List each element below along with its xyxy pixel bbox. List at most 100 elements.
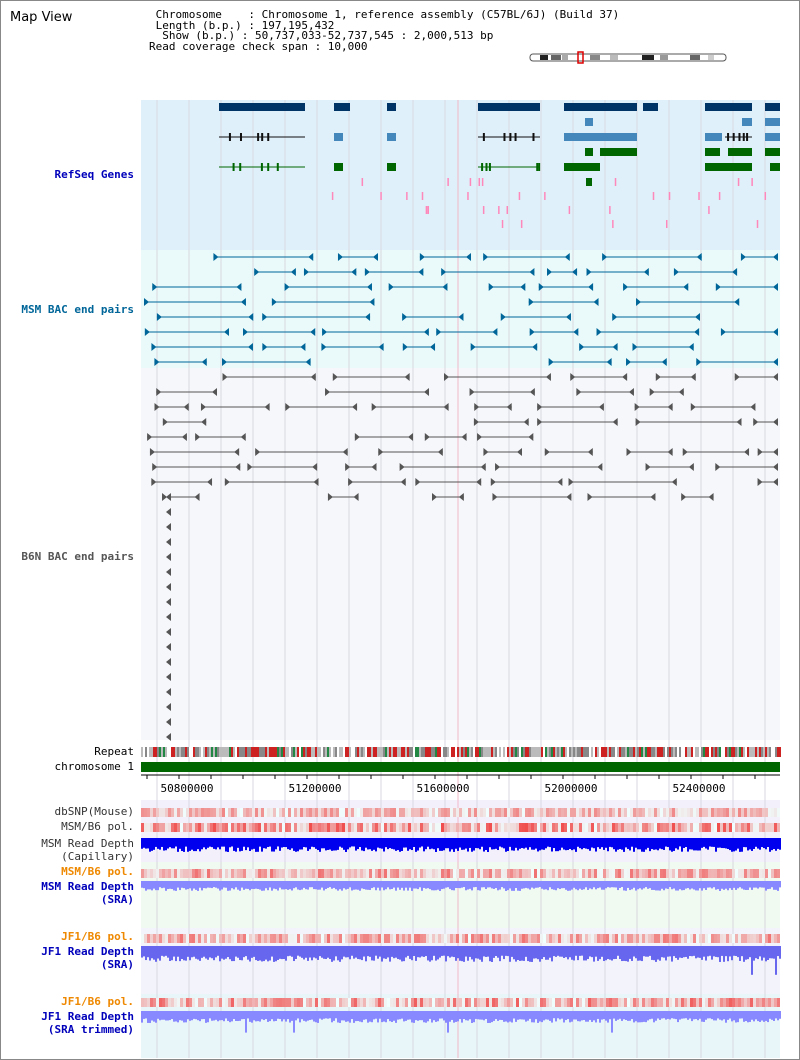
read-depth-bar xyxy=(753,1011,755,1022)
polymorphism-cell xyxy=(174,998,177,1007)
polymorphism-cell xyxy=(423,934,426,943)
polymorphism-cell xyxy=(519,934,522,943)
polymorphism-cell xyxy=(480,934,483,943)
repeat-element xyxy=(745,747,747,757)
polymorphism-cell xyxy=(384,869,387,878)
gene-exon xyxy=(738,133,741,141)
polymorphism-cell xyxy=(477,934,480,943)
polymorphism-cell xyxy=(600,998,603,1007)
pseudogene-mark xyxy=(756,220,759,228)
msm-bac-pair-end xyxy=(643,268,649,276)
read-depth-bar xyxy=(145,881,147,891)
polymorphism-cell xyxy=(732,998,735,1007)
polymorphism-cell xyxy=(144,998,147,1007)
polymorphism-cell xyxy=(276,998,279,1007)
repeat-element xyxy=(515,747,517,757)
read-depth-bar xyxy=(343,1011,345,1021)
gene-block xyxy=(219,103,305,111)
polymorphism-cell xyxy=(777,823,780,832)
read-depth-bar xyxy=(763,881,765,888)
b6n-bac-pair-end xyxy=(371,403,377,411)
polymorphism-cell xyxy=(510,998,513,1007)
read-depth-bar xyxy=(661,881,663,889)
read-depth-bar xyxy=(595,881,597,890)
repeat-element xyxy=(387,747,389,757)
read-depth-bar xyxy=(183,1011,185,1023)
read-depth-bar xyxy=(699,838,701,851)
polymorphism-cell xyxy=(621,934,624,943)
repeat-element xyxy=(275,747,277,757)
msm-bac-pair-end xyxy=(538,283,544,291)
read-depth-bar xyxy=(443,946,445,956)
polymorphism-cell xyxy=(456,823,459,832)
read-depth-bar xyxy=(443,1011,445,1021)
polymorphism-cell xyxy=(654,823,657,832)
polymorphism-cell xyxy=(465,998,468,1007)
pseudogene-mark xyxy=(518,192,521,200)
polymorphism-cell xyxy=(306,998,309,1007)
read-depth-bar xyxy=(411,881,413,891)
read-depth-bar xyxy=(435,946,437,961)
msm-bac-pair-end xyxy=(696,358,702,366)
polymorphism-cell xyxy=(660,823,663,832)
pseudogene-mark xyxy=(708,206,710,214)
read-depth-bar xyxy=(223,838,225,847)
polymorphism-cell xyxy=(705,934,708,943)
read-depth-bar xyxy=(149,1011,151,1023)
repeat-element xyxy=(775,747,777,757)
read-depth-bar xyxy=(205,881,207,889)
read-depth-bar xyxy=(423,946,425,957)
repeat-element xyxy=(361,747,363,757)
read-depth-bar xyxy=(613,838,615,850)
polymorphism-cell xyxy=(264,823,267,832)
msm-bac-pair-end xyxy=(606,358,612,366)
polymorphism-cell xyxy=(477,998,480,1007)
polymorphism-cell xyxy=(672,808,675,817)
polymorphism-cell xyxy=(339,808,342,817)
polymorphism-cell xyxy=(399,823,402,832)
polymorphism-cell xyxy=(762,808,765,817)
read-depth-bar xyxy=(755,881,757,888)
polymorphism-cell xyxy=(180,934,183,943)
repeat-element xyxy=(561,747,563,757)
read-depth-bar xyxy=(257,838,259,852)
pseudogene-mark xyxy=(380,192,382,200)
b6n-bac-pair-end xyxy=(622,373,628,381)
repeat-element xyxy=(537,747,539,757)
polymorphism-cell xyxy=(249,823,252,832)
polymorphism-cell xyxy=(684,869,687,878)
read-depth-bar xyxy=(143,946,145,957)
polymorphism-cell xyxy=(750,808,753,817)
polymorphism-cell xyxy=(318,808,321,817)
chromosome-ideogram xyxy=(529,53,727,62)
repeat-element xyxy=(683,747,685,757)
read-depth-bar xyxy=(367,881,369,890)
polymorphism-cell xyxy=(726,998,729,1007)
b6n-bac-pair-end xyxy=(681,493,687,501)
read-depth-bar xyxy=(501,881,503,888)
read-depth-bar xyxy=(179,881,181,891)
read-depth-bar xyxy=(449,838,451,852)
polymorphism-cell xyxy=(639,869,642,878)
read-depth-bar xyxy=(489,946,491,962)
polymorphism-cell xyxy=(639,998,642,1007)
track-label-jf1-b6-pol: JF1/B6 pol. xyxy=(61,930,134,943)
polymorphism-cell xyxy=(768,869,771,878)
read-depth-bar xyxy=(775,946,777,975)
polymorphism-cell xyxy=(516,998,519,1007)
polymorphism-cell xyxy=(711,869,714,878)
msm-bac-pair-end xyxy=(623,283,629,291)
polymorphism-cell xyxy=(597,808,600,817)
read-depth-bar xyxy=(541,838,543,850)
read-depth-bar xyxy=(307,838,309,851)
read-depth-bar xyxy=(485,946,487,957)
read-depth-bar xyxy=(189,946,191,961)
repeat-element xyxy=(657,747,659,757)
read-depth-bar xyxy=(481,838,483,847)
read-depth-bar xyxy=(359,838,361,848)
read-depth-bar xyxy=(455,881,457,889)
repeat-element xyxy=(531,747,533,757)
repeat-element xyxy=(663,747,665,757)
repeat-element xyxy=(549,747,551,757)
